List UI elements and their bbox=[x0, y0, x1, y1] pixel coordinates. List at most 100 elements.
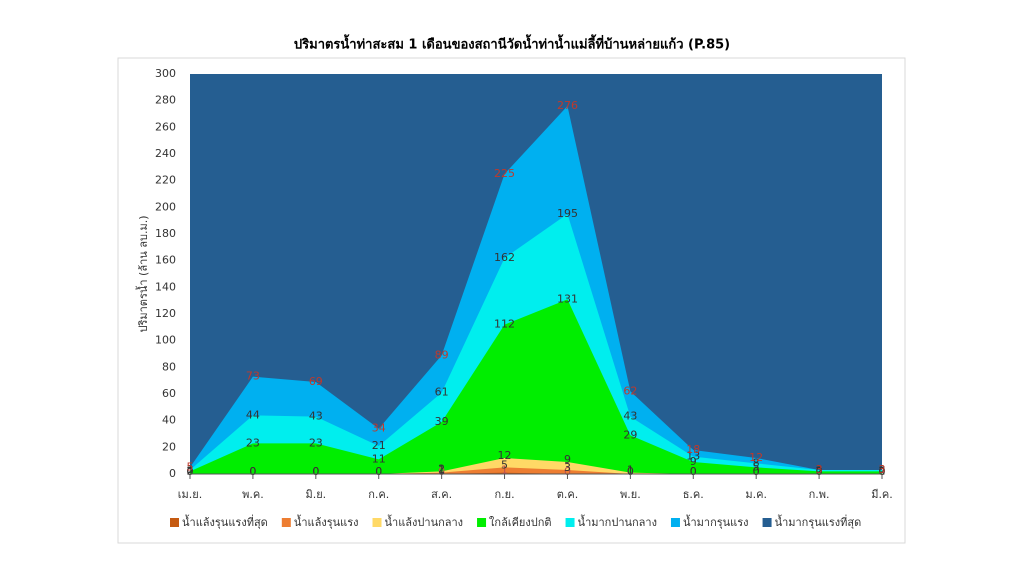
legend-label: น้ำแล้งปานกลาง bbox=[385, 514, 464, 529]
y-tick-label: 120 bbox=[155, 307, 176, 320]
y-tick-label: 140 bbox=[155, 280, 176, 293]
data-label: 43 bbox=[309, 410, 323, 423]
x-tick-label: ม.ค. bbox=[745, 488, 767, 501]
data-label: 11 bbox=[372, 452, 386, 465]
data-label: 21 bbox=[372, 439, 386, 452]
x-tick-label: ก.ค. bbox=[368, 488, 389, 501]
data-label: 0 bbox=[187, 465, 194, 478]
legend-label: ใกล้เคียงปกติ bbox=[489, 516, 552, 529]
chart-title: ปริมาตรน้ำท่าสะสม 1 เดือนของสถานีวัดน้ำท… bbox=[294, 34, 730, 53]
legend-label: น้ำมากรุนแรงที่สุด bbox=[775, 514, 862, 529]
data-label: 5 bbox=[753, 460, 760, 473]
area bbox=[190, 467, 882, 474]
data-label: 3 bbox=[564, 461, 571, 474]
data-label: 62 bbox=[623, 384, 637, 397]
data-label: 0 bbox=[690, 465, 697, 478]
y-tick-label: 220 bbox=[155, 174, 176, 187]
data-label: 225 bbox=[494, 167, 515, 180]
data-label: 34 bbox=[372, 422, 386, 435]
y-tick-label: 100 bbox=[155, 334, 176, 347]
data-label: 2 bbox=[816, 464, 823, 477]
data-label: 1 bbox=[438, 464, 445, 477]
data-label: 43 bbox=[623, 410, 637, 423]
x-tick-label: ธ.ค. bbox=[683, 488, 704, 501]
data-label: 89 bbox=[435, 348, 449, 361]
y-tick-label: 240 bbox=[155, 147, 176, 160]
area bbox=[190, 458, 882, 474]
data-label: 12 bbox=[749, 451, 763, 464]
data-label: 13 bbox=[686, 450, 700, 463]
data-label: 5 bbox=[501, 458, 508, 471]
data-label: 162 bbox=[494, 251, 515, 264]
data-label: 0 bbox=[312, 465, 319, 478]
data-label: 0 bbox=[816, 465, 823, 478]
data-label: 0 bbox=[249, 465, 256, 478]
data-label: 0 bbox=[879, 465, 886, 478]
x-tick-label: พ.ย. bbox=[620, 488, 641, 501]
data-label: 39 bbox=[435, 415, 449, 428]
y-tick-label: 160 bbox=[155, 254, 176, 267]
data-label: 0 bbox=[312, 465, 319, 478]
data-label: 276 bbox=[557, 99, 578, 112]
y-tick-label: 0 bbox=[169, 467, 176, 480]
data-label: 0 bbox=[438, 465, 445, 478]
data-label: 2 bbox=[438, 462, 445, 475]
data-label: 0 bbox=[375, 465, 382, 478]
data-label: 0 bbox=[564, 465, 571, 478]
data-label: 0 bbox=[187, 465, 194, 478]
data-label: 3 bbox=[879, 463, 886, 476]
legend-swatch bbox=[372, 518, 382, 527]
data-label: 0 bbox=[753, 465, 760, 478]
data-label: 23 bbox=[246, 436, 260, 449]
data-label: 3 bbox=[187, 463, 194, 476]
x-tick-label: ก.ย. bbox=[494, 488, 514, 501]
data-label: 29 bbox=[623, 428, 637, 441]
data-label: 3 bbox=[879, 463, 886, 476]
legend-swatch bbox=[281, 518, 291, 527]
data-label: 0 bbox=[816, 465, 823, 478]
data-label: 0 bbox=[690, 465, 697, 478]
x-tick-label: ก.พ. bbox=[809, 488, 830, 501]
data-label: 73 bbox=[246, 370, 260, 383]
data-label: 12 bbox=[498, 449, 512, 462]
legend-label: น้ำมากรุนแรง bbox=[683, 514, 749, 529]
data-label: 2 bbox=[187, 464, 194, 477]
y-tick-label: 20 bbox=[162, 440, 176, 453]
data-label: 9 bbox=[564, 453, 571, 466]
data-label: 0 bbox=[627, 465, 634, 478]
data-label: 112 bbox=[494, 318, 515, 331]
data-label: 0 bbox=[187, 465, 194, 478]
data-label: 18 bbox=[686, 443, 700, 456]
data-label: 2 bbox=[879, 464, 886, 477]
x-tick-label: ส.ค. bbox=[431, 488, 452, 501]
data-label: 23 bbox=[309, 436, 323, 449]
legend-label: น้ำแล้งรุนแรงที่สุด bbox=[182, 514, 268, 529]
legend-swatch bbox=[477, 518, 487, 527]
data-label: 0 bbox=[690, 465, 697, 478]
data-label: 44 bbox=[246, 408, 260, 421]
data-label: 0 bbox=[879, 465, 886, 478]
area bbox=[190, 299, 882, 474]
data-label: 131 bbox=[557, 292, 578, 305]
data-label: 0 bbox=[753, 465, 760, 478]
data-label: 1 bbox=[501, 464, 508, 477]
x-tick-label: มี.ค. bbox=[871, 488, 893, 501]
data-label: 0 bbox=[627, 465, 634, 478]
data-label: 0 bbox=[375, 465, 382, 478]
legend-swatch bbox=[670, 518, 680, 527]
x-tick-label: ต.ค. bbox=[557, 488, 579, 501]
y-tick-label: 200 bbox=[155, 200, 176, 213]
x-tick-label: เม.ย. bbox=[178, 488, 202, 501]
y-tick-label: 300 bbox=[155, 67, 176, 80]
data-label: 8 bbox=[753, 456, 760, 469]
data-label: 0 bbox=[375, 465, 382, 478]
legend-label: น้ำแล้งรุนแรง bbox=[294, 514, 359, 529]
data-label: 1 bbox=[627, 464, 634, 477]
data-label: 0 bbox=[312, 465, 319, 478]
y-tick-label: 60 bbox=[162, 387, 176, 400]
y-tick-label: 40 bbox=[162, 414, 176, 427]
y-tick-label: 180 bbox=[155, 227, 176, 240]
legend-swatch bbox=[170, 518, 179, 527]
data-label: 5 bbox=[187, 460, 194, 473]
